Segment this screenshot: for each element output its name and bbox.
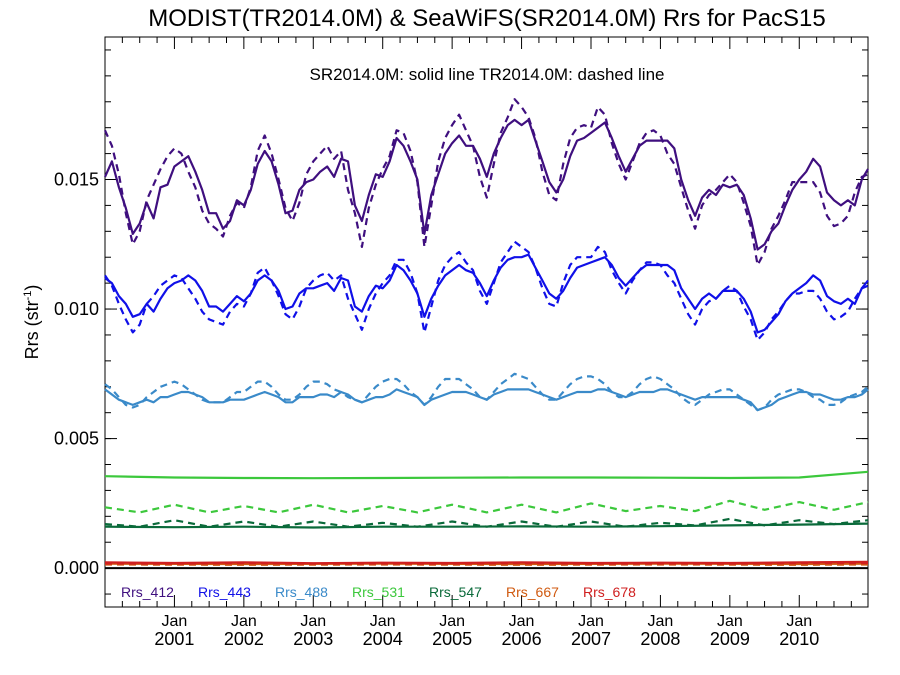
legend-entry: Rrs_488 bbox=[275, 584, 328, 600]
series-rrs-531 bbox=[104, 470, 869, 514]
legend: Rrs_412 Rrs_443 Rrs_488 Rrs_531 Rrs_547 Rrs_6… bbox=[121, 584, 636, 600]
series-line-dashed bbox=[103, 98, 869, 267]
legend-entry: Rrs_547 bbox=[429, 584, 482, 600]
x-tick-year: 2006 bbox=[502, 629, 542, 649]
x-tick-month: Jan bbox=[578, 613, 604, 630]
series-rrs-678 bbox=[104, 560, 869, 565]
x-tick-year: 2007 bbox=[571, 629, 611, 649]
x-tick-month: Jan bbox=[786, 613, 812, 630]
legend-entry: Rrs_667 bbox=[506, 584, 559, 600]
x-tick-month: Jan bbox=[717, 613, 743, 630]
y-tick-label: 0.005 bbox=[54, 429, 99, 449]
series-rrs-547 bbox=[104, 517, 869, 529]
x-tick-year: 2004 bbox=[363, 629, 403, 649]
x-tick-month: Jan bbox=[300, 613, 326, 630]
y-tick-label: 0.010 bbox=[54, 299, 99, 319]
x-tick-month: Jan bbox=[162, 613, 188, 630]
x-tick-year: 2010 bbox=[779, 629, 819, 649]
series-rrs-488 bbox=[104, 372, 869, 412]
x-tick-month: Jan bbox=[509, 613, 535, 630]
series-line-dashed bbox=[104, 499, 869, 514]
series-line-solid bbox=[103, 118, 869, 251]
chart-title: MODIST(TR2014.0M) & SeaWiFS(SR2014.0M) R… bbox=[148, 5, 826, 32]
series-rrs-412 bbox=[103, 98, 869, 267]
x-tick-month: Jan bbox=[370, 613, 396, 630]
x-tick-year: 2008 bbox=[640, 629, 680, 649]
legend-entry: Rrs_531 bbox=[352, 584, 405, 600]
legend-entry: Rrs_678 bbox=[583, 584, 636, 600]
y-axis-label-main: Rrs (str bbox=[22, 300, 42, 359]
y-tick-label: 0.015 bbox=[54, 170, 99, 190]
series-line-dashed bbox=[104, 372, 869, 412]
line-style-note: SR2014.0M: solid line TR2014.0M: dashed … bbox=[309, 65, 664, 84]
x-tick-year: 2003 bbox=[293, 629, 333, 649]
x-tick-month: Jan bbox=[231, 613, 257, 630]
series-rrs-443 bbox=[104, 240, 869, 342]
series-line-dashed bbox=[104, 562, 868, 565]
x-tick-year: 2001 bbox=[154, 629, 194, 649]
y-tick-label: 0.000 bbox=[54, 558, 99, 578]
legend-entry: Rrs_412 bbox=[121, 584, 174, 600]
y-axis-label-superscript: -1 bbox=[22, 291, 34, 301]
series-line-dashed bbox=[104, 517, 869, 528]
legend-entry: Rrs_443 bbox=[198, 584, 251, 600]
series-line-dashed bbox=[104, 240, 869, 342]
x-tick-month: Jan bbox=[648, 613, 674, 630]
series-line-solid bbox=[104, 470, 869, 480]
y-axis-label: Rrs (str-1) bbox=[22, 285, 42, 360]
x-tick-month: Jan bbox=[439, 613, 465, 630]
x-tick-year: 2005 bbox=[432, 629, 472, 649]
series-line-solid bbox=[104, 253, 869, 334]
y-axis-label-close: ) bbox=[22, 285, 42, 291]
x-tick-year: 2002 bbox=[224, 629, 264, 649]
y-axis-label-text: Rrs (str-1) bbox=[22, 285, 42, 360]
x-tick-year: 2009 bbox=[710, 629, 750, 649]
